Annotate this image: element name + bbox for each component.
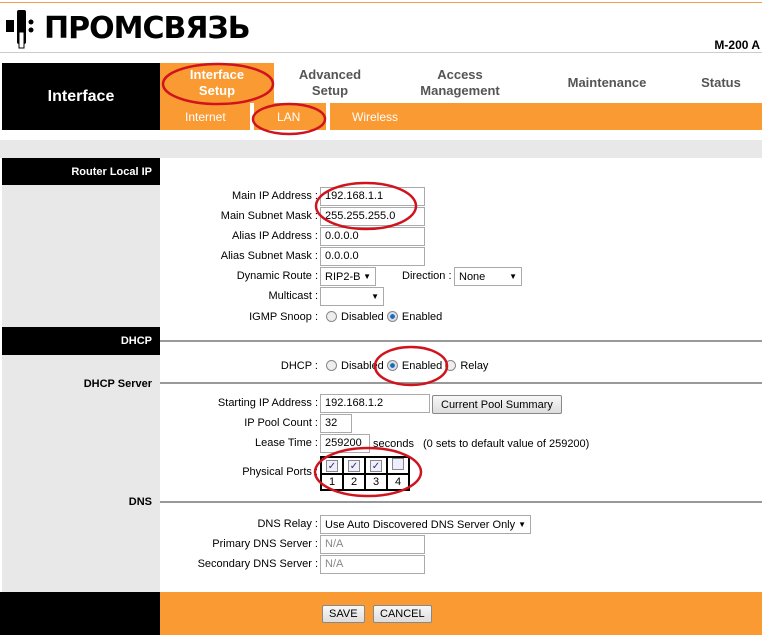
direction-label: Direction : — [402, 270, 452, 282]
dynamic-route-select[interactable]: RIP2-B ▼ — [320, 267, 376, 286]
pool-count-input[interactable]: 32 — [320, 414, 352, 433]
subtab-separator — [250, 103, 254, 130]
main-mask-label: Main Subnet Mask : — [220, 210, 318, 222]
dhcp-relay-radio[interactable]: Relay — [445, 360, 488, 372]
tab-access-management[interactable]: Access Management — [420, 67, 500, 98]
save-button[interactable]: SAVE — [322, 605, 365, 623]
cancel-button[interactable]: CANCEL — [373, 605, 432, 623]
primary-dns-label: Primary DNS Server : — [212, 538, 318, 550]
main-mask-input[interactable]: 255.255.255.0 — [320, 207, 425, 226]
model-name: M-200 A — [714, 38, 760, 52]
top-border — [0, 2, 762, 3]
divider — [0, 52, 762, 53]
primary-dns-input[interactable]: N/A — [320, 535, 425, 554]
subtab-separator — [326, 103, 330, 130]
port-cell — [386, 456, 410, 475]
subtab-lan[interactable]: LAN — [277, 109, 301, 124]
igmp-enabled-radio[interactable]: Enabled — [386, 311, 442, 323]
main-ip-input[interactable]: 192.168.1.1 — [320, 187, 425, 206]
port-cell: ✓ — [320, 456, 344, 475]
logo-icon — [6, 10, 34, 49]
physical-ports-label: Physical Ports : — [242, 466, 318, 478]
tab-interface-setup[interactable]: Interface Setup — [160, 63, 274, 103]
spacer-band — [0, 140, 762, 158]
multicast-select[interactable]: ▼ — [320, 287, 384, 306]
footer-left — [0, 592, 160, 635]
lease-time-input[interactable]: 259200 — [320, 434, 370, 453]
chevron-down-icon: ▼ — [371, 292, 379, 301]
tab-maintenance[interactable]: Maintenance — [567, 75, 647, 90]
divider — [160, 501, 762, 503]
subtab-wireless[interactable]: Wireless — [352, 109, 399, 124]
port-1-checkbox[interactable]: ✓ — [326, 459, 338, 472]
lease-time-label: Lease Time : — [255, 437, 318, 449]
section-dns: DNS — [128, 496, 152, 508]
logo-text: ПРОМСВЯЗЬ — [44, 10, 251, 46]
section-router-local-ip: Router Local IP — [2, 158, 160, 185]
main-ip-label: Main IP Address : — [231, 190, 318, 202]
port-3-checkbox[interactable]: ✓ — [370, 459, 382, 472]
chevron-down-icon: ▼ — [363, 272, 371, 281]
direction-select[interactable]: None ▼ — [454, 267, 522, 286]
port-number: 4 — [386, 473, 410, 491]
chevron-down-icon: ▼ — [518, 520, 526, 529]
divider — [160, 382, 762, 384]
current-pool-summary-button[interactable]: Current Pool Summary — [432, 395, 562, 414]
alias-mask-label: Alias Subnet Mask : — [220, 250, 318, 262]
chevron-down-icon: ▼ — [509, 272, 517, 281]
port-4-checkbox[interactable] — [392, 458, 404, 470]
section-dhcp-server: DHCP Server — [83, 378, 152, 390]
dns-relay-select[interactable]: Use Auto Discovered DNS Server Only ▼ — [320, 515, 531, 534]
lease-unit: seconds — [373, 438, 414, 450]
dynamic-route-label: Dynamic Route : — [236, 270, 318, 282]
port-number: 2 — [342, 473, 366, 491]
secondary-dns-input[interactable]: N/A — [320, 555, 425, 574]
secondary-dns-label: Secondary DNS Server : — [197, 558, 318, 570]
section-dhcp: DHCP — [2, 327, 160, 355]
multicast-label: Multicast : — [268, 290, 318, 302]
pool-count-label: IP Pool Count : — [244, 417, 318, 429]
start-ip-input[interactable]: 192.168.1.2 — [320, 394, 430, 413]
dhcp-enabled-radio[interactable]: Enabled — [386, 360, 442, 372]
dns-relay-label: DNS Relay : — [257, 518, 318, 530]
igmp-label: IGMP Snoop : — [249, 311, 318, 323]
subtab-internet[interactable]: Internet — [185, 109, 226, 124]
lease-note: (0 sets to default value of 259200) — [423, 438, 590, 450]
dhcp-label: DHCP : — [280, 360, 318, 372]
port-number: 3 — [364, 473, 388, 491]
divider — [160, 340, 762, 342]
port-number: 1 — [320, 473, 344, 491]
tab-status[interactable]: Status — [701, 75, 741, 90]
igmp-disabled-radio[interactable]: Disabled — [326, 311, 384, 323]
alias-mask-input[interactable]: 0.0.0.0 — [320, 247, 425, 266]
port-cell: ✓ — [342, 456, 366, 475]
tab-advanced-setup[interactable]: Advanced Setup — [298, 67, 362, 98]
nav-section-title: Interface — [2, 63, 160, 130]
port-2-checkbox[interactable]: ✓ — [348, 459, 360, 472]
logo: ПРОМСВЯЗЬ — [4, 6, 251, 50]
dhcp-radio-group: Disabled Enabled Relay — [326, 360, 488, 372]
section-label-column — [2, 158, 160, 592]
alias-ip-input[interactable]: 0.0.0.0 — [320, 227, 425, 246]
port-cell: ✓ — [364, 456, 388, 475]
alias-ip-label: Alias IP Address : — [231, 230, 318, 242]
footer-bar — [160, 592, 762, 635]
dhcp-disabled-radio[interactable]: Disabled — [326, 360, 384, 372]
start-ip-label: Starting IP Address : — [217, 397, 318, 409]
igmp-radio-group: Disabled Enabled — [326, 311, 442, 323]
